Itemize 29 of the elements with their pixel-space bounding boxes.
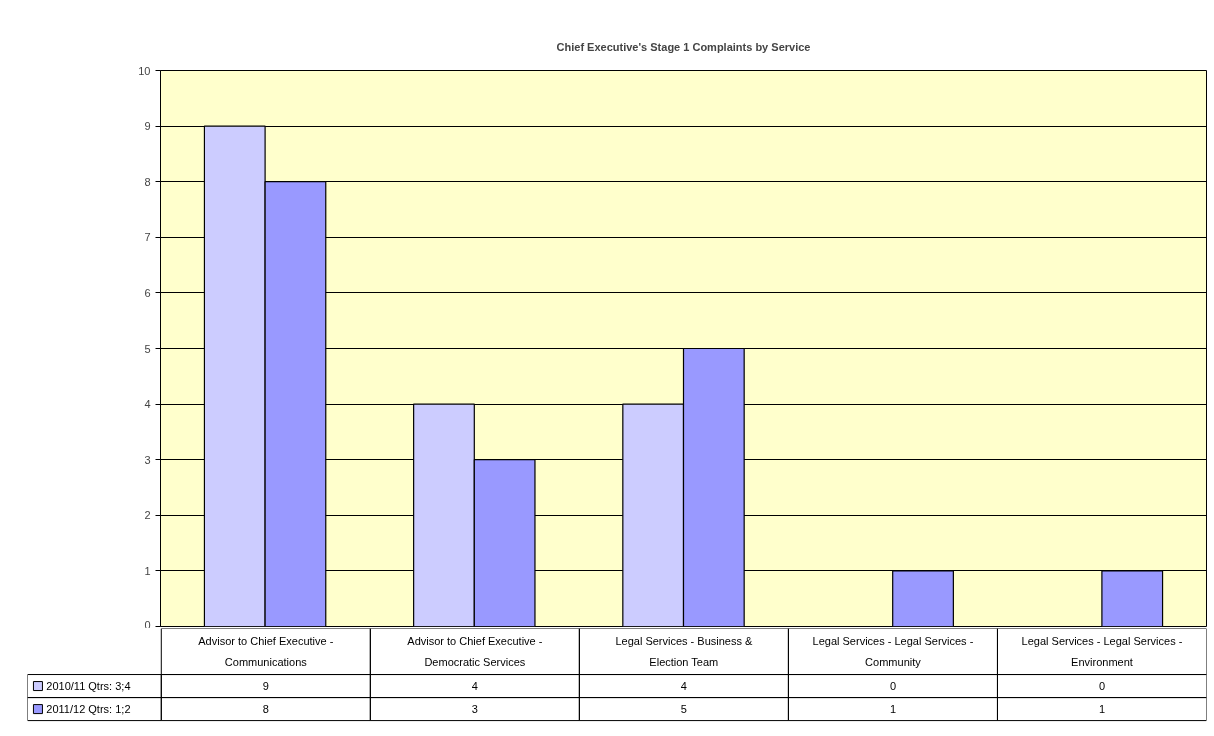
y-tick-label: 6 bbox=[144, 286, 151, 299]
x-tick-label: Advisor to Chief Executive - Communications bbox=[198, 635, 334, 668]
y-tick-label: 2 bbox=[144, 509, 151, 522]
x-tick-label: Legal Services - Legal Services - Environment bbox=[1021, 635, 1183, 668]
data-label: 1 bbox=[1098, 703, 1106, 716]
y-tick-label: 5 bbox=[144, 342, 151, 355]
y-tick-label: 0 bbox=[144, 618, 151, 631]
y-tick-label: 7 bbox=[144, 231, 151, 244]
data-label: 5 bbox=[680, 703, 687, 716]
data-label: 8 bbox=[262, 703, 269, 716]
chart-title: Chief Executive's Stage 1 Complaints by Service bbox=[556, 41, 811, 53]
x-tick-label: Advisor to Chief Executive - Democratic Services bbox=[407, 635, 543, 668]
data-label: 3 bbox=[471, 703, 478, 716]
y-tick-label: 9 bbox=[144, 120, 151, 133]
y-tick-label: 3 bbox=[144, 453, 151, 466]
data-label: 9 bbox=[262, 680, 269, 693]
y-tick-label: 10 bbox=[138, 64, 151, 77]
data-label: 1 bbox=[889, 703, 896, 716]
y-tick-label: 1 bbox=[144, 564, 151, 577]
legend-label: 2011/12 Qtrs: 1;2 bbox=[46, 703, 131, 716]
x-tick-label: Legal Services - Business & Election Team bbox=[615, 635, 754, 668]
data-label: 4 bbox=[471, 680, 478, 693]
y-tick-label: 4 bbox=[144, 398, 151, 411]
x-tick-label: Legal Services - Legal Services - Community bbox=[812, 635, 974, 668]
legend-label: 2010/11 Qtrs: 3;4 bbox=[46, 680, 131, 693]
y-tick-label: 8 bbox=[144, 175, 151, 188]
data-label: 0 bbox=[1098, 680, 1106, 693]
data-label: 4 bbox=[680, 680, 687, 693]
data-label: 0 bbox=[889, 680, 896, 693]
